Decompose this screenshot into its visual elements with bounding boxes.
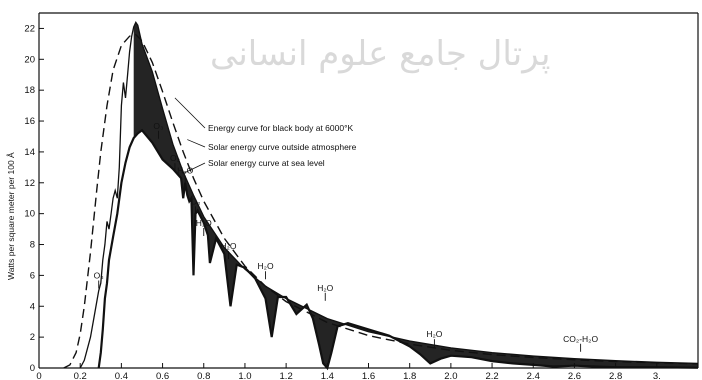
series-line-3 [97, 128, 699, 371]
annotation-label: O₃ [153, 121, 163, 131]
y-tick-label: 18 [24, 85, 35, 96]
annotation-label: H₂O [258, 261, 274, 271]
y-tick-label: 14 [24, 147, 35, 158]
y-tick-label: 0 [30, 363, 35, 374]
x-tick-label: 0.8 [197, 371, 210, 380]
x-tick-label: 0.2 [74, 371, 87, 380]
annotation-label: H₂O [196, 218, 212, 228]
legend-entry: Solar energy curve at sea level [208, 158, 325, 168]
x-tick-label: 2.4 [527, 371, 540, 380]
x-tick-label: 0.4 [115, 371, 128, 380]
legend-entry: Energy curve for black body at 6000°K [208, 123, 353, 133]
absorption-shading [133, 22, 698, 369]
legend-leader [187, 139, 206, 148]
x-tick-label: 0.6 [156, 371, 169, 380]
annotation-label: O₂ [170, 153, 180, 163]
series-layer [63, 20, 699, 371]
annotation-label: O₂ [191, 196, 201, 206]
x-tick-label: 0 [36, 371, 41, 380]
y-tick-label: 22 [24, 23, 35, 34]
series-line-1 [63, 33, 699, 369]
series-line-2 [79, 20, 699, 369]
y-tick-label: 20 [24, 54, 35, 65]
y-tick-label: 4 [30, 301, 35, 312]
y-tick-label: 16 [24, 116, 35, 127]
annotation-label: H₂O [177, 166, 193, 176]
x-tick-label: 1.4 [321, 371, 334, 380]
legend-entry: Solar energy curve outside atmosphere [208, 142, 357, 152]
x-tick-label: 1.2 [280, 371, 293, 380]
annotation-label: CO₂-H₂O [563, 334, 598, 344]
legend-leader [174, 97, 206, 129]
x-tick-label: 2.8 [609, 371, 622, 380]
x-tick-label: 1.8 [403, 371, 416, 380]
annotation-label: H₂O [220, 241, 236, 251]
x-ticks: 0 0.2 0.4 0.6 0.8 1.0 1.2 1.4 1.6 1.8 2.0 2.2 2.4 2.6… [36, 363, 661, 380]
y-tick-label: 8 [30, 240, 35, 251]
annotation-label: H₂O [426, 329, 442, 339]
y-tick-label: 2 [30, 332, 35, 343]
x-tick-label: 2.2 [485, 371, 498, 380]
y-axis-label: Watts per square meter per 100 Å [6, 152, 16, 280]
x-tick-label: 2.6 [568, 371, 581, 380]
y-ticks: 0 2 4 6 8 10 12 14 16 18 20 22 [24, 23, 44, 374]
legend: Energy curve for black body at 6000°K Sol… [174, 97, 357, 174]
legend-leader [182, 162, 206, 174]
x-tick-label: 1.6 [362, 371, 375, 380]
y-tick-label: 10 [24, 209, 35, 220]
x-tick-label: 3. [653, 371, 661, 380]
annotations: O₃ O₂ H₂O O₂ H₂O H₂O H₂O H₂O O₃ H₂O CO₂-H₂O [94, 121, 598, 352]
annotation-label: H₂O [317, 283, 333, 293]
y-tick-label: 6 [30, 270, 35, 281]
annotation-label: O₃ [94, 270, 104, 280]
x-tick-label: 1.0 [238, 371, 251, 380]
watermark-text: پرتال جامع علوم انسانی [210, 34, 550, 74]
y-tick-label: 12 [24, 178, 35, 189]
atmospheric-absorption-fill [133, 22, 698, 369]
x-tick-label: 2.0 [444, 371, 457, 380]
